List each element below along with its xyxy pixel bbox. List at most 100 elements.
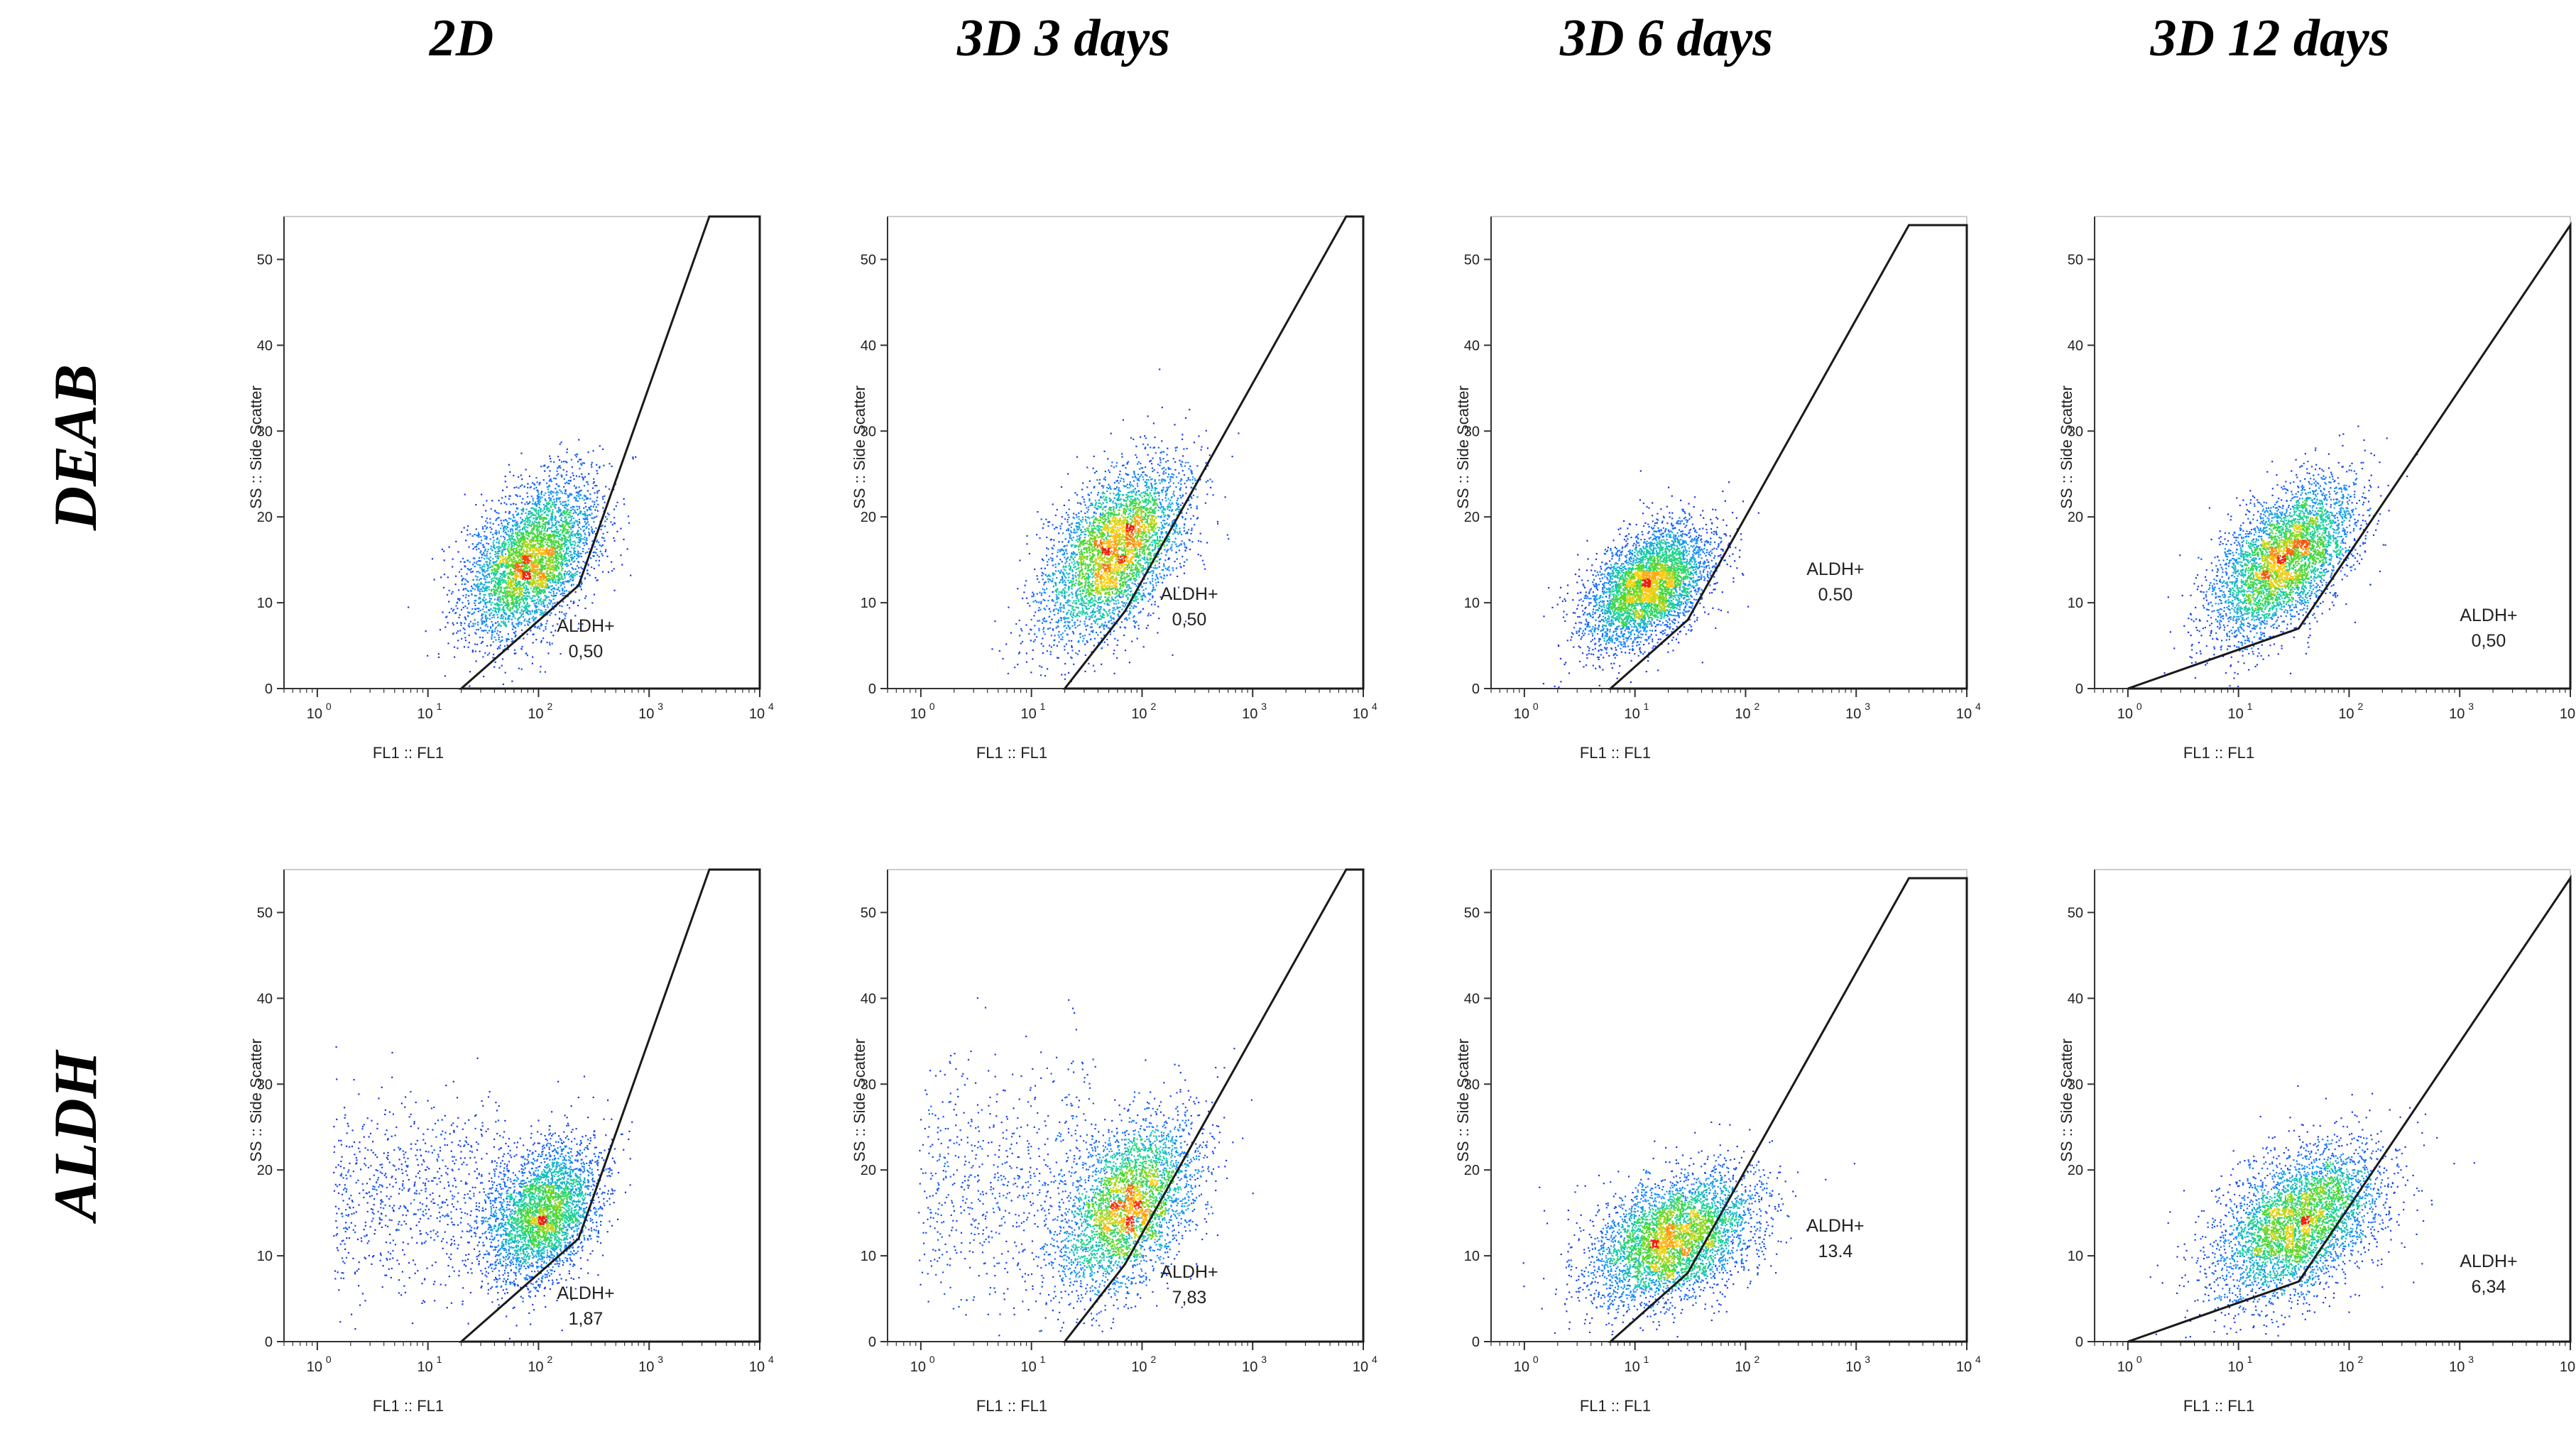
event-dot xyxy=(571,559,573,561)
event-dot xyxy=(540,547,542,549)
event-dot xyxy=(530,541,533,543)
event-dot xyxy=(520,668,523,670)
event-dot xyxy=(535,510,537,513)
event-dot xyxy=(533,587,535,589)
event-dot xyxy=(583,495,586,497)
event-dot xyxy=(520,517,522,519)
event-dot xyxy=(486,623,488,625)
event-dot xyxy=(510,569,512,571)
event-dot xyxy=(574,509,576,511)
event-dot xyxy=(518,565,520,567)
event-dot xyxy=(569,516,572,518)
event-dot xyxy=(550,517,552,520)
event-dot xyxy=(485,588,487,591)
event-dot xyxy=(528,502,530,505)
event-dot xyxy=(1030,629,1032,631)
event-dot xyxy=(513,587,515,589)
event-dot xyxy=(1129,481,1131,483)
event-dot xyxy=(539,517,541,519)
event-dot xyxy=(1231,456,1233,458)
event-dot xyxy=(470,590,472,592)
event-dot xyxy=(577,508,579,510)
event-dot xyxy=(526,633,528,635)
event-dot xyxy=(1049,653,1052,655)
event-dot xyxy=(1120,596,1122,598)
x-tick-label: 10 xyxy=(1021,706,1037,722)
event-dot xyxy=(511,535,513,537)
event-dot xyxy=(1174,424,1176,426)
event-dot xyxy=(529,560,531,562)
event-dot xyxy=(501,596,503,598)
event-dot xyxy=(536,495,538,497)
event-dot xyxy=(1118,596,1120,598)
event-dot xyxy=(498,553,500,555)
event-dot xyxy=(489,526,491,528)
event-dot xyxy=(547,538,550,540)
event-dot xyxy=(1159,457,1161,459)
event-dot xyxy=(1190,495,1192,498)
event-dot xyxy=(1135,454,1137,456)
y-tick-label: 30 xyxy=(861,424,876,439)
event-dot xyxy=(539,591,541,594)
event-dot xyxy=(481,586,484,588)
event-dot xyxy=(1152,457,1154,459)
event-dot xyxy=(522,539,524,542)
event-dot xyxy=(503,645,506,647)
event-dot xyxy=(498,597,501,600)
event-dot xyxy=(510,612,512,614)
event-dot xyxy=(533,615,535,618)
event-dot xyxy=(563,613,565,615)
event-dot xyxy=(555,483,557,486)
event-dot xyxy=(523,549,525,552)
aldh-gate[interactable] xyxy=(458,215,761,690)
event-dot xyxy=(511,554,513,557)
event-dot xyxy=(529,571,531,573)
event-dot xyxy=(501,565,503,567)
event-dot xyxy=(489,561,491,564)
event-dot xyxy=(1098,482,1101,484)
event-dot xyxy=(562,527,564,529)
event-dot xyxy=(539,525,541,527)
event-dot xyxy=(1137,602,1140,604)
event-dot xyxy=(529,516,531,518)
event-dot xyxy=(584,532,586,535)
event-dot xyxy=(1161,440,1163,442)
event-dot xyxy=(535,572,537,574)
event-dot xyxy=(1040,567,1042,569)
event-dot xyxy=(501,564,503,566)
event-dot xyxy=(1169,468,1172,470)
event-dot xyxy=(506,520,508,522)
event-dot xyxy=(1159,461,1162,464)
event-dot xyxy=(572,474,574,477)
event-dot xyxy=(1216,520,1218,522)
event-dot xyxy=(498,596,500,598)
event-dot xyxy=(574,454,577,456)
event-dot xyxy=(542,561,544,564)
event-dot xyxy=(494,609,496,611)
event-dot xyxy=(533,575,536,577)
event-dot xyxy=(442,586,445,588)
event-dot xyxy=(503,540,505,542)
event-dot xyxy=(525,589,527,592)
event-dot xyxy=(540,516,542,518)
event-dot xyxy=(543,532,545,535)
event-dot xyxy=(513,603,515,605)
event-dot xyxy=(502,618,504,620)
event-dot xyxy=(509,559,511,561)
event-dot xyxy=(523,620,525,622)
event-dot xyxy=(509,593,511,595)
event-dot xyxy=(515,579,518,581)
event-dot xyxy=(479,650,481,652)
event-dot xyxy=(447,622,449,624)
event-dot xyxy=(536,513,538,515)
event-dot xyxy=(1200,540,1202,543)
event-dot xyxy=(526,654,528,657)
event-dot xyxy=(590,526,593,528)
event-dot xyxy=(1115,480,1118,482)
event-dot xyxy=(490,590,492,592)
event-dot xyxy=(459,599,461,601)
event-dot xyxy=(538,583,540,585)
event-dot xyxy=(486,557,488,559)
event-dot xyxy=(511,637,513,640)
event-dot xyxy=(598,559,601,561)
